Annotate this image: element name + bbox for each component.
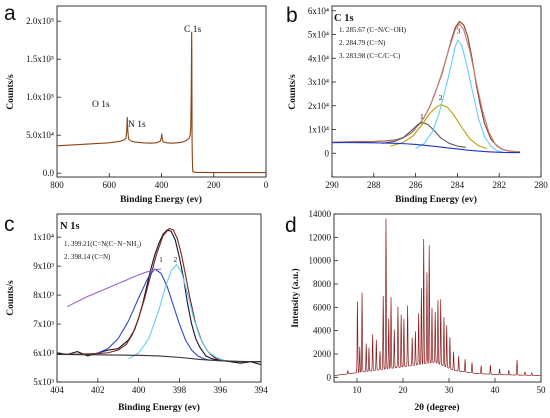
- plot-frame: [56, 213, 262, 383]
- y-tick-label: 2.0x10⁵: [26, 16, 54, 26]
- series-line-peak-1: [382, 121, 466, 148]
- x-tick-label: 404: [50, 385, 64, 395]
- x-tick-label: 290: [325, 180, 339, 190]
- y-tick-label: 12000: [309, 232, 332, 242]
- annotation-n1s: N 1s: [128, 120, 146, 130]
- y-tick-label: 8x10³: [33, 290, 54, 300]
- x-axis-title: Binding Energy (ev): [120, 194, 202, 205]
- panel-d-xrd-pattern: d 10 20 30 40 50 0 2000 4000 6000 8000 10000 12000 1…: [285, 209, 546, 413]
- annotation-o1s: O 1s: [92, 100, 110, 110]
- y-tick-label: 4000: [313, 326, 332, 336]
- x-tick-label: 280: [534, 180, 548, 190]
- panel-a-survey-spectrum: a 800 600 400 200 0 0.0 5.0x10⁴ 1.0x10⁵ 1.5x10⁵ 2…: [4, 2, 269, 205]
- y-tick-label: 8000: [313, 279, 332, 289]
- series-line-peak-1: [97, 268, 211, 361]
- y-tick-label: 7x10³: [33, 319, 54, 329]
- y-tick-label: 2x10⁴: [308, 101, 329, 111]
- x-tick-label: 398: [173, 385, 187, 395]
- series-line-background: [56, 353, 262, 363]
- y-tick-label: 6000: [313, 302, 332, 312]
- x-tick-label: 600: [103, 180, 117, 190]
- x-tick-label: 396: [213, 385, 227, 395]
- x-tick-label: 20: [399, 385, 409, 395]
- peak-number-label: 2: [439, 93, 443, 102]
- y-tick-label: 0.0: [43, 168, 55, 178]
- plot-frame: [331, 5, 542, 178]
- peak-number-label: 2: [173, 255, 177, 264]
- y-tick-label: 0: [325, 148, 330, 158]
- x-axis-title: 2θ (degree): [414, 402, 459, 413]
- y-tick-label: 14000: [309, 209, 332, 219]
- panel-letter-c: c: [4, 213, 15, 236]
- y-tick-label: 10000: [309, 256, 332, 266]
- legend-item-2: 2. 284.79 (C=N): [339, 39, 386, 47]
- x-tick-label: 50: [537, 385, 547, 395]
- plot-frame: [333, 213, 542, 383]
- panel-b-c1s-spectrum: b 290 288 286 284 282 280 0 1x10⁴ 2x10⁴ 3x10⁴ 4x10…: [286, 4, 548, 205]
- y-tick-label: 3x10⁴: [308, 77, 329, 87]
- panel-c-n1s-spectrum: c 404 402 400 398 396 394 5x10³ 6x10³ 7x10³ 8x10³…: [4, 213, 268, 413]
- peak-number-label: 3: [457, 26, 461, 35]
- y-tick-label: 9x10³: [33, 261, 54, 271]
- y-tick-label: 1x10⁴: [33, 232, 54, 242]
- x-axis-title: Binding Energy (ev): [395, 194, 477, 205]
- y-tick-label: 0: [327, 372, 332, 382]
- series-line-fit: [56, 227, 261, 363]
- x-tick-label: 286: [409, 180, 423, 190]
- peak-number-label: 1: [420, 112, 424, 121]
- y-tick-label: 5x10⁴: [308, 30, 329, 40]
- x-tick-label: 394: [254, 385, 268, 395]
- x-tick-label: 288: [367, 180, 381, 190]
- series-line-fit: [331, 22, 521, 153]
- peak-number-label: 1: [159, 255, 163, 264]
- y-tick-label: 2000: [313, 349, 332, 359]
- x-tick-label: 30: [445, 385, 455, 395]
- x-tick-label: 400: [155, 180, 169, 190]
- y-tick-label: 4x10⁴: [308, 53, 329, 63]
- panel-letter-a: a: [4, 2, 16, 25]
- x-tick-label: 0: [264, 180, 269, 190]
- y-axis-title: Intensity (a.u.): [290, 268, 301, 327]
- y-tick-label: 5x10³: [33, 377, 54, 387]
- series-line-peak-2: [390, 103, 487, 150]
- panel-letter-b: b: [286, 4, 298, 27]
- legend-item-1: 1. 285.67 (C−N/C−OH): [339, 26, 407, 34]
- series-line-peak-3: [415, 39, 504, 153]
- y-tick-label: 6x10⁴: [308, 6, 329, 16]
- y-axis-title: Counts/s: [6, 74, 16, 110]
- x-tick-label: 400: [132, 385, 146, 395]
- legend-item-3: 3. 283.98 (C=C/C−C): [339, 52, 401, 60]
- series-line-raw: [56, 229, 262, 366]
- y-tick-label: 6x10³: [33, 348, 54, 358]
- panel-letter-d: d: [285, 214, 297, 237]
- series-line: [56, 31, 266, 174]
- y-tick-label: 1x10⁴: [308, 125, 329, 135]
- x-tick-label: 402: [91, 385, 105, 395]
- legend-item-1: 1. 399.21(C=N(C−N−NH₂): [64, 240, 142, 248]
- x-tick-label: 40: [491, 385, 501, 395]
- peak-title: N 1s: [60, 221, 80, 232]
- x-tick-label: 282: [492, 180, 506, 190]
- y-axis-title: Counts/s: [288, 74, 298, 110]
- y-tick-label: 5.0x10⁴: [26, 130, 54, 140]
- series-line: [333, 218, 541, 376]
- x-tick-label: 800: [50, 180, 64, 190]
- series-line-background: [332, 142, 521, 154]
- annotation-c1s: C 1s: [184, 25, 201, 35]
- legend-item-2: 2. 398.14 (C=N): [64, 253, 111, 261]
- y-axis-title: Counts/s: [6, 280, 16, 316]
- x-axis-title: Binding Energy (ev): [118, 402, 200, 413]
- series-line-peak-2: [128, 263, 225, 361]
- peak-title: C 1s: [334, 13, 354, 24]
- x-tick-label: 284: [451, 180, 465, 190]
- x-tick-label: 200: [207, 180, 221, 190]
- y-tick-label: 1.0x10⁵: [26, 92, 54, 102]
- x-tick-label: 10: [353, 385, 363, 395]
- plot-frame: [56, 5, 267, 178]
- y-tick-label: 1.5x10⁵: [26, 54, 54, 64]
- series-line-peak-guide: [66, 268, 162, 308]
